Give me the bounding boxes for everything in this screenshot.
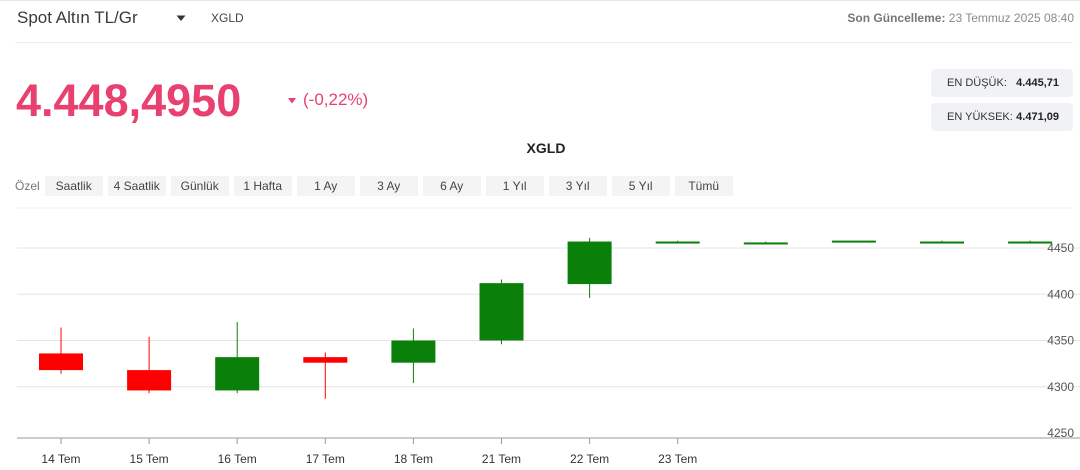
candle-down bbox=[303, 357, 348, 363]
page-title: Spot Altın TL/Gr bbox=[17, 8, 138, 27]
x-tick-label: 22 Tem bbox=[570, 452, 609, 466]
chart-title: XGLD bbox=[526, 140, 566, 156]
range-hourly-button[interactable]: Saatlik bbox=[44, 176, 103, 196]
divider bbox=[15, 42, 1073, 43]
range-selector: Özel Saatlik 4 Saatlik Günlük 1 Hafta 1 … bbox=[15, 176, 738, 196]
price-change: (-0,22%) bbox=[303, 90, 369, 109]
candle-up bbox=[567, 241, 612, 285]
x-tick-label: 15 Tem bbox=[130, 452, 169, 466]
y-tick-label: 4250 bbox=[1047, 426, 1074, 440]
range-5year-button[interactable]: 5 Yıl bbox=[611, 176, 670, 196]
candle-up bbox=[1008, 241, 1053, 244]
low-label: EN DÜŞÜK: bbox=[947, 77, 1007, 89]
candle-up bbox=[920, 241, 964, 244]
custom-range-label[interactable]: Özel bbox=[15, 179, 40, 193]
range-1year-button[interactable]: 1 Yıl bbox=[485, 176, 544, 196]
candle-up bbox=[743, 242, 788, 245]
range-1week-button[interactable]: 1 Hafta bbox=[233, 176, 292, 196]
range-3year-button[interactable]: 3 Yıl bbox=[548, 176, 607, 196]
candle-up bbox=[655, 241, 700, 244]
x-tick-label: 23 Tem bbox=[658, 452, 697, 466]
candle-down bbox=[39, 353, 83, 371]
current-price: 4.448,4950 bbox=[16, 75, 242, 126]
x-tick-label: 17 Tem bbox=[306, 452, 345, 466]
symbol-label: XGLD bbox=[211, 11, 244, 25]
y-tick-label: 4350 bbox=[1047, 334, 1074, 348]
last-update: Son Güncelleme: 23 Temmuz 2025 08:40 bbox=[847, 11, 1074, 25]
candle-up bbox=[479, 283, 524, 341]
header: Spot Altın TL/Gr XGLD Son Güncelleme: 23… bbox=[0, 0, 1080, 43]
high-value: 4.471,09 bbox=[1016, 111, 1059, 123]
range-6month-button[interactable]: 6 Ay bbox=[422, 176, 481, 196]
chevron-down-icon[interactable] bbox=[175, 13, 187, 23]
x-tick-label: 16 Tem bbox=[218, 452, 257, 466]
low-value: 4.445,71 bbox=[1016, 77, 1059, 89]
x-tick-label: 14 Tem bbox=[41, 452, 80, 466]
candle-up bbox=[831, 240, 876, 243]
x-tick-label: 21 Tem bbox=[482, 452, 521, 466]
update-value: 23 Temmuz 2025 08:40 bbox=[948, 11, 1074, 25]
low-stat: EN DÜŞÜK: 4.445,71 bbox=[931, 69, 1073, 97]
range-1month-button[interactable]: 1 Ay bbox=[296, 176, 355, 196]
range-3month-button[interactable]: 3 Ay bbox=[359, 176, 418, 196]
range-4hour-button[interactable]: 4 Saatlik bbox=[107, 176, 166, 196]
high-label: EN YÜKSEK: bbox=[947, 111, 1013, 123]
update-label: Son Güncelleme: bbox=[847, 11, 946, 25]
top-border bbox=[0, 0, 1080, 1]
high-stat: EN YÜKSEK: 4.471,09 bbox=[931, 103, 1073, 131]
y-tick-label: 4450 bbox=[1047, 241, 1074, 255]
candle-up bbox=[391, 340, 436, 363]
candlestick-chart[interactable]: 4250 4300 4350 4400 4450 14 Tem 15 Tem 16 Tem 17… bbox=[0, 200, 1080, 470]
y-tick-label: 4300 bbox=[1047, 380, 1074, 394]
candle-up bbox=[215, 357, 260, 391]
candle-down bbox=[127, 370, 172, 391]
down-arrow-icon bbox=[288, 98, 296, 104]
range-daily-button[interactable]: Günlük bbox=[170, 176, 229, 196]
x-tick-label: 18 Tem bbox=[394, 452, 433, 466]
range-all-button[interactable]: Tümü bbox=[674, 176, 733, 196]
y-tick-label: 4400 bbox=[1047, 287, 1074, 301]
